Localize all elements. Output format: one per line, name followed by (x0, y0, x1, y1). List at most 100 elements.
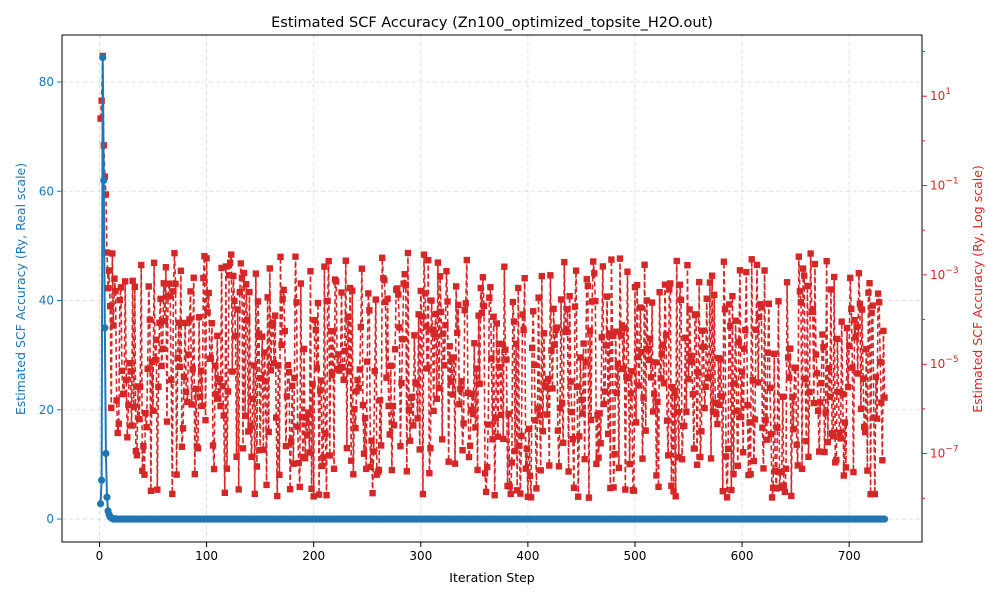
log-series-marker (510, 318, 518, 325)
log-series-marker (722, 453, 730, 460)
log-series-marker (395, 291, 402, 298)
log-series-marker (608, 256, 615, 263)
real-series-marker (880, 515, 889, 523)
log-series-marker (793, 441, 800, 448)
log-series-marker (688, 358, 695, 366)
log-series-marker (658, 350, 665, 358)
log-series-marker (172, 280, 179, 288)
log-series-marker (591, 270, 598, 277)
log-series-marker (776, 484, 783, 491)
log-series-marker (281, 327, 288, 335)
log-series-marker (314, 299, 322, 307)
log-series-marker (628, 368, 635, 375)
log-series-marker (718, 393, 725, 400)
log-series-marker (564, 306, 571, 313)
log-series-marker (624, 268, 631, 275)
log-series-marker (306, 449, 313, 456)
log-series-marker (760, 465, 767, 472)
log-series-marker (871, 490, 879, 498)
log-series-marker (480, 302, 488, 310)
log-series-marker (763, 436, 770, 443)
log-series-marker (140, 443, 147, 450)
log-series-marker (135, 415, 143, 423)
log-series-marker (456, 401, 463, 408)
log-series-marker (411, 332, 418, 339)
log-series-marker (569, 435, 577, 443)
log-series-marker (684, 262, 691, 269)
log-series-marker (700, 343, 707, 350)
log-series-marker (271, 312, 279, 319)
log-series-marker (741, 345, 748, 352)
log-series-marker (451, 460, 459, 467)
log-series-marker (714, 420, 721, 428)
real-series-marker (102, 449, 110, 458)
log-series-marker (441, 362, 448, 369)
log-series-marker (494, 433, 502, 440)
log-series-marker (419, 490, 427, 498)
log-series-marker (289, 382, 296, 389)
log-series-marker (785, 374, 793, 381)
log-series-marker (189, 365, 196, 373)
log-series-marker (730, 470, 737, 478)
log-series-marker (630, 487, 638, 494)
log-series-marker (428, 297, 435, 304)
log-series-marker (645, 356, 653, 364)
y-left-axis-ticks: 0 20 40 60 80 (39, 75, 62, 526)
log-series-marker (768, 494, 776, 501)
log-series-marker (105, 267, 113, 274)
log-series-marker (790, 426, 797, 433)
log-series-marker (453, 329, 461, 337)
log-series-marker (566, 292, 573, 300)
log-series-marker (300, 345, 308, 353)
log-series-marker (672, 493, 679, 500)
log-series-marker (181, 319, 189, 327)
log-series-marker (701, 404, 708, 412)
log-series-marker (489, 436, 496, 443)
log-series-marker (869, 302, 876, 309)
log-series-marker (287, 438, 295, 445)
log-series-marker (466, 442, 474, 449)
log-series-marker (792, 364, 799, 372)
log-series-marker (675, 454, 683, 461)
log-series-marker (317, 377, 325, 384)
log-series-marker (553, 324, 560, 331)
log-series-marker (223, 465, 231, 472)
log-series-marker (415, 311, 422, 318)
log-series-marker (367, 463, 374, 471)
log-series-marker (291, 374, 298, 382)
log-series-marker (262, 378, 269, 385)
log-series-marker (235, 486, 242, 493)
log-series-marker (149, 407, 157, 414)
y-left-axis-label: Estimated SCF Accuracy (Ry, Real scale) (13, 163, 28, 415)
log-series-marker (588, 298, 596, 305)
log-series-marker (640, 394, 647, 401)
log-series-marker (709, 408, 717, 415)
log-series-marker (399, 336, 406, 343)
log-series-marker (810, 399, 818, 407)
log-series-marker (750, 457, 758, 465)
log-series-marker (756, 313, 763, 321)
log-series-marker (551, 341, 558, 348)
log-series-marker (849, 364, 856, 371)
log-series-marker (153, 336, 160, 343)
log-series-marker (253, 463, 261, 470)
log-series-marker (154, 486, 161, 493)
log-series-marker (326, 452, 333, 459)
log-series-marker (546, 462, 553, 469)
log-series-marker (370, 448, 377, 455)
plot-frame (61, 34, 923, 543)
log-series-marker (845, 342, 853, 350)
log-series-marker (435, 384, 443, 392)
log-series-marker (177, 267, 185, 274)
log-series-marker (820, 344, 827, 351)
log-series-marker (721, 306, 729, 313)
log-series-marker (796, 288, 804, 295)
log-series-marker (606, 330, 613, 337)
log-series-marker (390, 422, 398, 429)
log-series-marker (829, 433, 837, 440)
log-series-marker (280, 286, 287, 294)
log-series-marker (696, 278, 703, 286)
log-series-marker (127, 368, 134, 375)
log-series-marker (878, 399, 885, 406)
